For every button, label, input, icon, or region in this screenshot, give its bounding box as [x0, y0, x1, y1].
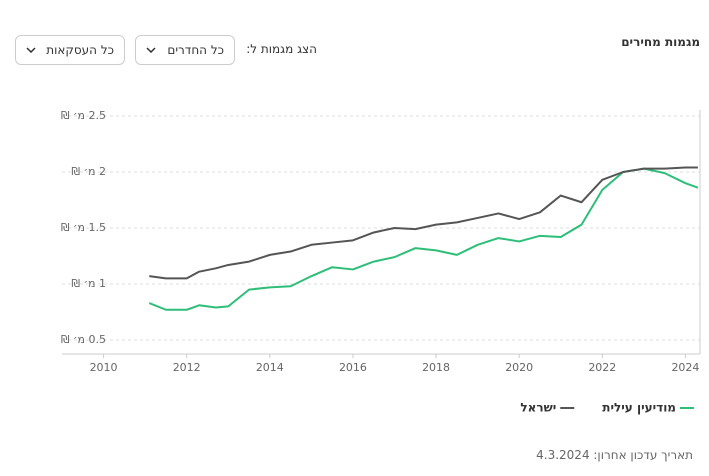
rooms-value: כל החדרים [167, 43, 224, 57]
chevron [146, 47, 156, 53]
y-tick-label: 0.5 מ׳ ₪ [61, 333, 106, 346]
footer: תאריך עדכון אחרון: 4.3.2024 [536, 448, 693, 462]
series-line [149, 166, 698, 280]
y-tick-label: 1.5 מ׳ ₪ [61, 221, 106, 234]
rooms-dropdown[interactable]: כל החדרים [135, 35, 235, 65]
x-tick-label: 2012 [173, 361, 201, 374]
x-tick-label: 2014 [256, 361, 284, 374]
chart: 0.5 מ׳ ₪ 1 מ׳ ₪ 1.5 מ׳ ₪ 2 מ׳ ₪ 2.5 מ׳ ₪ 2010… [61, 109, 701, 415]
chevron [26, 47, 36, 53]
x-tick-label: 2024 [671, 361, 699, 374]
y-tick-label: 1 מ׳ ₪ [71, 277, 106, 290]
y-tick-label: 2.5 מ׳ ₪ [61, 109, 106, 122]
x-tick-label: 2016 [339, 361, 367, 374]
filter-label: הצג מגמות ל: [246, 42, 317, 56]
x-tick-label: 2018 [422, 361, 450, 374]
deals-dropdown[interactable]: כל העסקאות [15, 35, 125, 65]
x-tick-label: 2022 [588, 361, 616, 374]
x-tick-label: 2010 [90, 361, 118, 374]
title: מגמות מחירים [621, 35, 700, 49]
series-line [148, 167, 699, 311]
legend-label: ישראל [520, 401, 556, 415]
x-tick-label: 2020 [505, 361, 533, 374]
deals-value: כל העסקאות [46, 43, 114, 57]
legend-label: מודיעין עילית [602, 401, 676, 415]
y-tick-label: 2 מ׳ ₪ [71, 165, 106, 178]
